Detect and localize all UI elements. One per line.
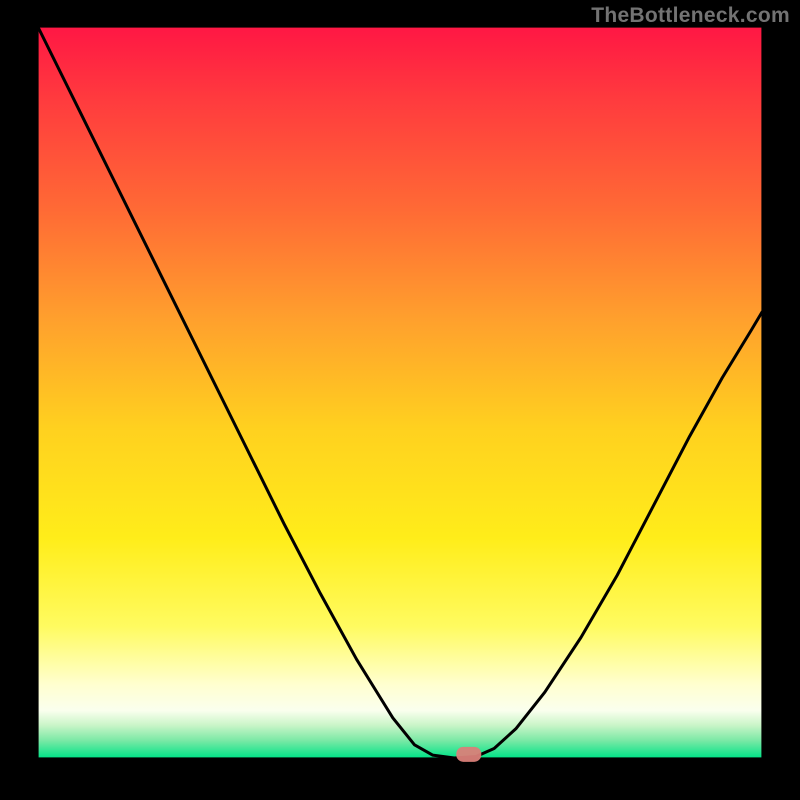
bottleneck-chart (0, 0, 800, 800)
plot-area (38, 27, 762, 758)
chart-stage: TheBottleneck.com (0, 0, 800, 800)
optimum-marker (456, 747, 481, 762)
watermark-text: TheBottleneck.com (591, 4, 790, 28)
